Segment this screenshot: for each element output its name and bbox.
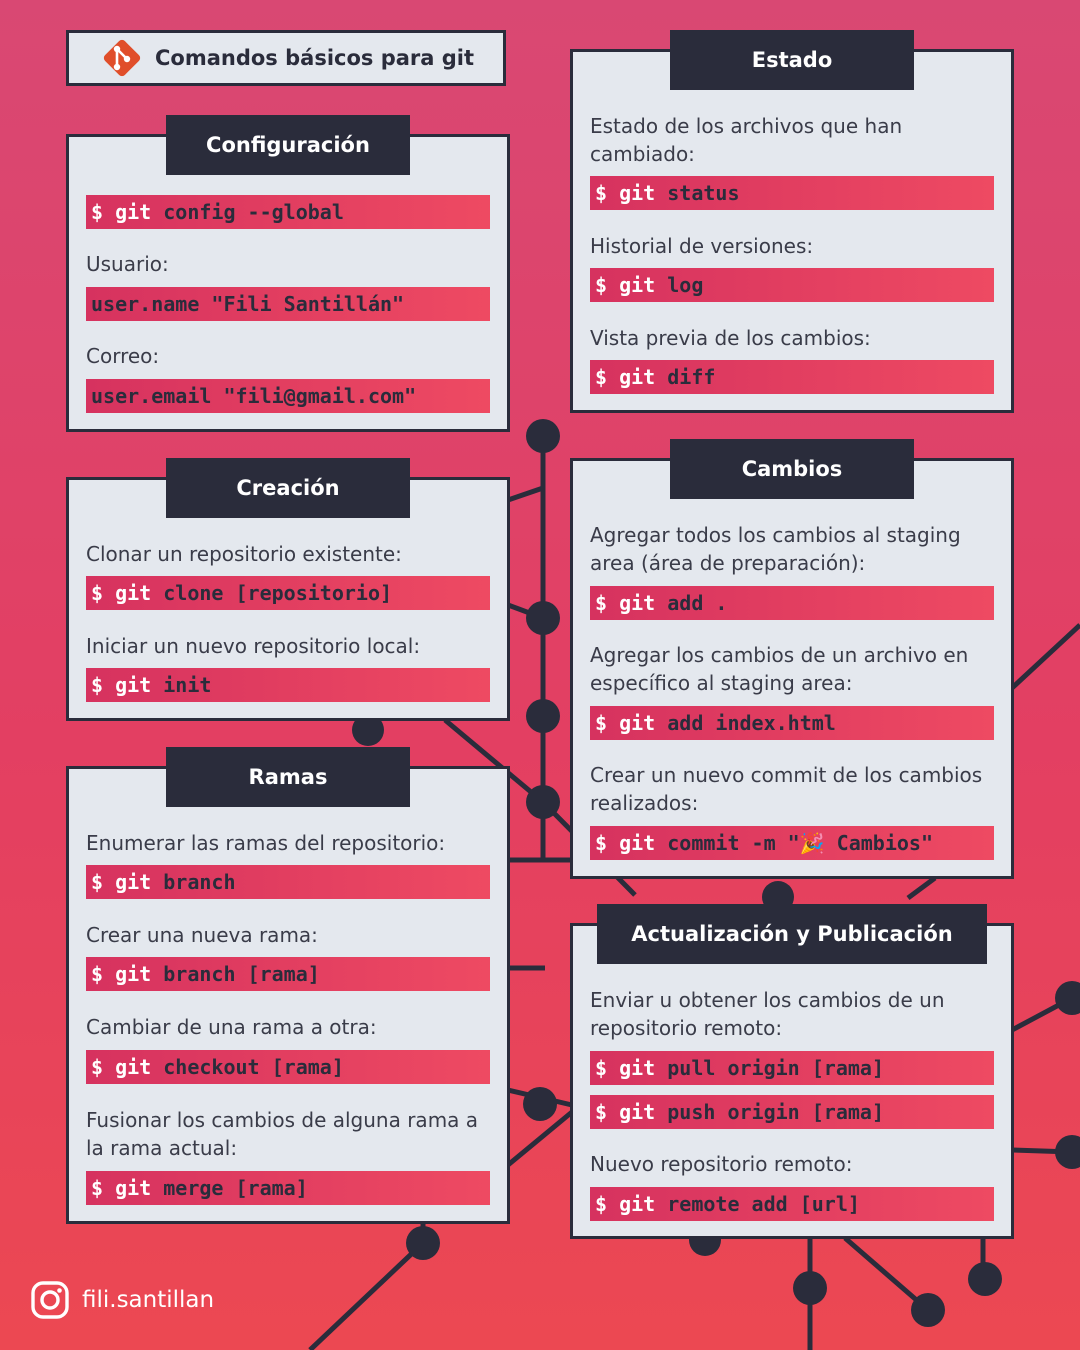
card-cambios: Cambios Agregar todos los cambios al sta… xyxy=(570,439,1014,879)
card-actualizacion: Actualización y Publicación Enviar u obt… xyxy=(570,904,1014,1239)
status-description: Estado de los archivos que han cambiado: xyxy=(590,114,903,166)
command-bar[interactable]: $ git config --global xyxy=(86,195,490,229)
command-bar[interactable]: user.name "Fili Santillán" xyxy=(86,287,490,321)
add-file-description: Agregar los cambios de un archivo en esp… xyxy=(590,643,969,695)
footer: fili.santillan xyxy=(30,1280,214,1320)
remote-description: Nuevo repositorio remoto: xyxy=(590,1152,853,1176)
command-bar[interactable]: $ git add index.html xyxy=(590,706,994,740)
command-bar[interactable]: $ git log xyxy=(590,268,994,302)
command-bar[interactable]: $ git add . xyxy=(590,586,994,620)
title-card: Comandos básicos para git xyxy=(66,30,506,86)
command-bar[interactable]: $ git status xyxy=(590,176,994,210)
branch-list-description: Enumerar las ramas del repositorio: xyxy=(86,831,446,855)
card-header-cambios: Cambios xyxy=(670,439,914,499)
init-description: Iniciar un nuevo repositorio local: xyxy=(86,634,421,658)
commit-description: Crear un nuevo commit de los cambios rea… xyxy=(590,763,983,815)
card-configuracion: Configuración $ git config --global Usua… xyxy=(66,115,510,432)
card-header-estado: Estado xyxy=(670,30,914,90)
sync-description: Enviar u obtener los cambios de un repos… xyxy=(590,988,945,1040)
add-all-description: Agregar todos los cambios al staging are… xyxy=(590,523,961,575)
command-bar[interactable]: $ git clone [repositorio] xyxy=(86,576,490,610)
command-bar[interactable]: $ git diff xyxy=(590,360,994,394)
user-label: Usuario: xyxy=(86,252,169,276)
command-bar[interactable]: $ git checkout [rama] xyxy=(86,1050,490,1084)
branch-new-description: Crear una nueva rama: xyxy=(86,923,318,947)
instagram-handle[interactable]: fili.santillan xyxy=(82,1287,215,1313)
command-bar[interactable]: $ git remote add [url] xyxy=(590,1187,994,1221)
diff-description: Vista previa de los cambios: xyxy=(590,326,871,350)
card-header-configuracion: Configuración xyxy=(166,115,410,175)
checkout-description: Cambiar de una rama a otra: xyxy=(86,1015,377,1039)
instagram-icon[interactable] xyxy=(30,1280,70,1320)
card-ramas: Ramas Enumerar las ramas del repositorio… xyxy=(66,747,510,1224)
clone-description: Clonar un repositorio existente: xyxy=(86,542,402,566)
log-description: Historial de versiones: xyxy=(590,234,814,258)
command-bar[interactable]: $ git branch [rama] xyxy=(86,957,490,991)
card-header-ramas: Ramas xyxy=(166,747,410,807)
card-estado: Estado Estado de los archivos que han ca… xyxy=(570,30,1014,413)
command-bar[interactable]: user.email "fili@gmail.com" xyxy=(86,379,490,413)
email-label: Correo: xyxy=(86,344,160,368)
command-bar[interactable]: $ git merge [rama] xyxy=(86,1171,490,1205)
card-header-actualizacion: Actualización y Publicación xyxy=(597,904,987,964)
command-bar[interactable]: $ git branch xyxy=(86,865,490,899)
command-bar[interactable]: $ git pull origin [rama] xyxy=(590,1051,994,1085)
command-bar[interactable]: $ git init xyxy=(86,668,490,702)
page-title: Comandos básicos para git xyxy=(155,46,475,70)
card-header-creacion: Creación xyxy=(166,458,410,518)
git-logo-icon xyxy=(103,39,141,77)
card-creacion: Creación Clonar un repositorio existente… xyxy=(66,458,510,721)
command-bar[interactable]: $ git commit -m "🎉 Cambios" xyxy=(590,826,994,860)
merge-description: Fusionar los cambios de alguna rama a la… xyxy=(86,1108,479,1160)
command-bar[interactable]: $ git push origin [rama] xyxy=(590,1095,994,1129)
